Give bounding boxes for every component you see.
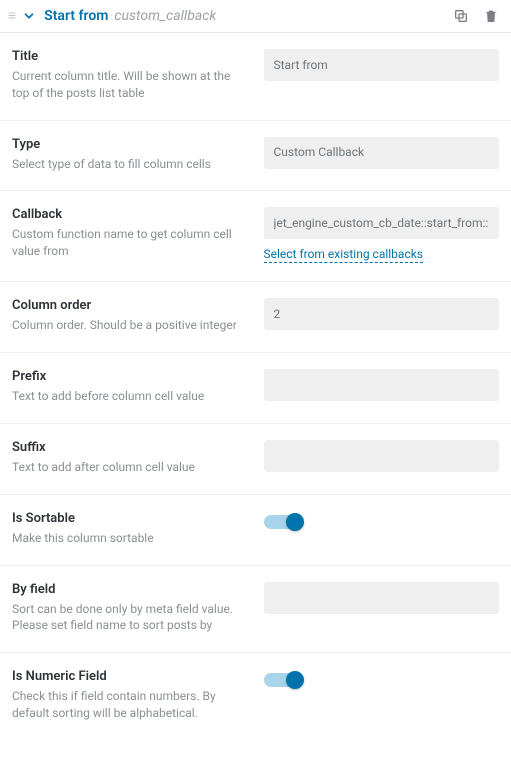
callback-input[interactable] [264, 207, 500, 239]
is-numeric-desc: Check this if field contain numbers. By … [12, 688, 248, 722]
chevron-down-icon[interactable] [22, 9, 36, 23]
is-sortable-desc: Make this column sortable [12, 530, 248, 547]
by-field-desc: Sort can be done only by meta field valu… [12, 601, 248, 635]
by-field-input[interactable] [264, 582, 500, 614]
field-is-numeric: Is Numeric Field Check this if field con… [0, 653, 511, 740]
panel-subtitle: custom_callback [114, 8, 216, 24]
field-is-sortable: Is Sortable Make this column sortable [0, 495, 511, 566]
drag-handle-icon[interactable]: ≡ [8, 9, 16, 23]
title-input[interactable] [264, 49, 500, 81]
copy-icon[interactable] [453, 8, 469, 24]
field-suffix: Suffix Text to add after column cell val… [0, 424, 511, 495]
field-by-field: By field Sort can be done only by meta f… [0, 566, 511, 654]
type-desc: Select type of data to fill column cells [12, 156, 248, 173]
suffix-desc: Text to add after column cell value [12, 459, 248, 476]
is-numeric-toggle[interactable] [264, 671, 304, 689]
select-existing-callbacks-link[interactable]: Select from existing callbacks [264, 247, 424, 263]
toggle-knob [286, 513, 304, 531]
field-type: Type Select type of data to fill column … [0, 121, 511, 192]
title-desc: Current column title. Will be shown at t… [12, 68, 248, 102]
by-field-label: By field [12, 582, 248, 597]
type-label: Type [12, 137, 248, 152]
prefix-label: Prefix [12, 369, 248, 384]
type-select[interactable]: Custom Callback [264, 137, 500, 169]
field-callback: Callback Custom function name to get col… [0, 191, 511, 282]
field-column-order: Column order Column order. Should be a p… [0, 282, 511, 353]
is-sortable-label: Is Sortable [12, 511, 248, 526]
field-prefix: Prefix Text to add before column cell va… [0, 353, 511, 424]
suffix-label: Suffix [12, 440, 248, 455]
is-numeric-label: Is Numeric Field [12, 669, 248, 684]
panel-header: ≡ Start from custom_callback [0, 0, 511, 33]
field-title: Title Current column title. Will be show… [0, 33, 511, 121]
prefix-desc: Text to add before column cell value [12, 388, 248, 405]
callback-label: Callback [12, 207, 248, 222]
column-order-input[interactable] [264, 298, 500, 330]
toggle-knob [286, 671, 304, 689]
panel-title[interactable]: Start from [44, 8, 108, 24]
callback-desc: Custom function name to get column cell … [12, 226, 248, 260]
trash-icon[interactable] [483, 8, 499, 24]
column-order-label: Column order [12, 298, 248, 313]
panel-actions [453, 8, 499, 24]
is-sortable-toggle[interactable] [264, 513, 304, 531]
title-label: Title [12, 49, 248, 64]
column-order-desc: Column order. Should be a positive integ… [12, 317, 248, 334]
prefix-input[interactable] [264, 369, 500, 401]
suffix-input[interactable] [264, 440, 500, 472]
